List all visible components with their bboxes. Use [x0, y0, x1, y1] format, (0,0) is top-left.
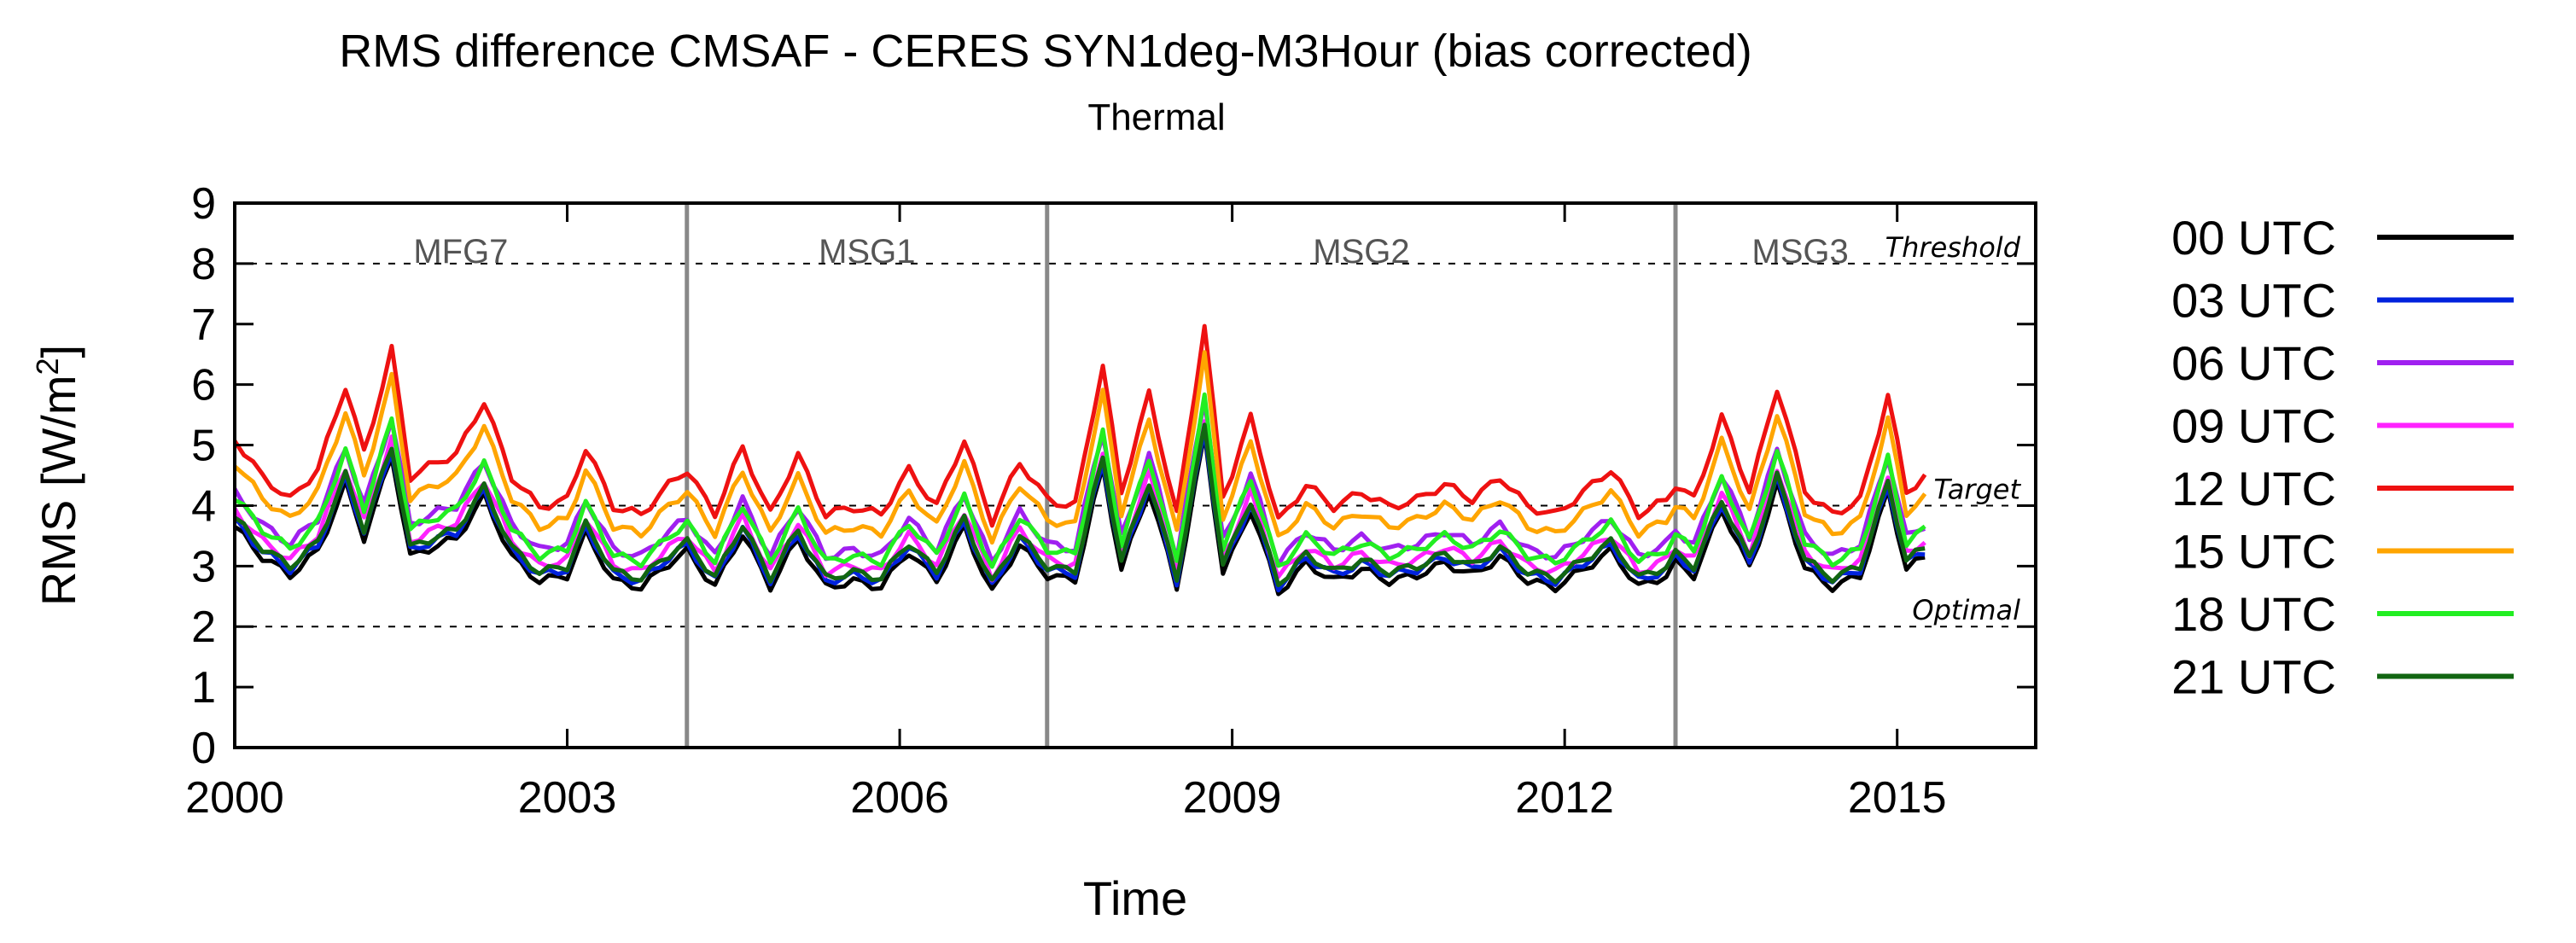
x-axis-label: Time	[1083, 871, 1187, 925]
y-tick-label: 1	[191, 663, 216, 713]
chart-subtitle: Thermal	[1087, 96, 1225, 138]
axis-ticks: 0 1 2 3 4 5 6 7 8 9 2000 2003 2006 2009 2012 2015	[185, 179, 2036, 823]
legend-label-09: 09 UTC	[2171, 399, 2336, 453]
ref-label-threshold: Threshold	[1885, 231, 2021, 264]
legend-label-03: 03 UTC	[2171, 274, 2336, 328]
legend-label-21: 21 UTC	[2171, 650, 2336, 704]
reference-lines: Threshold Target Optimal	[235, 231, 2036, 628]
y-axis-label-sup: 2	[30, 358, 65, 375]
legend-label-06: 06 UTC	[2171, 336, 2336, 390]
ref-label-optimal: Optimal	[1912, 594, 2020, 626]
series-line-21	[233, 422, 1926, 588]
legend-label-12: 12 UTC	[2171, 462, 2336, 515]
series-lines	[232, 323, 1927, 597]
period-label-msg1: MSG1	[819, 233, 915, 271]
series-line-15	[233, 350, 1927, 545]
ref-label-target: Target	[1934, 473, 2022, 505]
x-tick-label: 2012	[1515, 773, 1614, 823]
x-tick-label: 2003	[518, 773, 617, 823]
legend-label-00: 00 UTC	[2171, 211, 2336, 265]
period-label-msg3: MSG3	[1751, 233, 1848, 271]
series-line-18	[233, 392, 1926, 569]
y-axis-label: RMS [W/m2]	[30, 345, 85, 606]
x-tick-label: 2000	[185, 773, 284, 823]
x-tick-label: 2015	[1848, 773, 1947, 823]
y-tick-label: 8	[191, 240, 216, 289]
y-tick-label: 9	[191, 179, 216, 229]
series-line-12	[232, 323, 1927, 528]
period-label-mfg7: MFG7	[413, 233, 508, 271]
y-tick-label: 0	[191, 724, 216, 773]
legend-label-18: 18 UTC	[2171, 587, 2336, 641]
y-tick-label: 3	[191, 542, 216, 591]
plot-frame	[233, 201, 2037, 749]
chart-title: RMS difference CMSAF - CERES SYN1deg-M3H…	[339, 26, 1752, 77]
y-tick-label: 4	[191, 481, 216, 531]
x-tick-label: 2006	[850, 773, 949, 823]
y-axis-label-main: RMS [W/m	[32, 375, 85, 606]
x-tick-label: 2009	[1183, 773, 1282, 823]
y-tick-label: 5	[191, 422, 216, 471]
y-tick-label: 2	[191, 602, 216, 652]
y-tick-label: 6	[191, 361, 216, 410]
legend: 00 UTC 03 UTC 06 UTC 09 UTC 12 UTC 15 UTC 18 U…	[2171, 211, 2514, 704]
y-tick-label: 7	[191, 300, 216, 350]
period-label-msg2: MSG2	[1313, 233, 1409, 271]
y-axis-label-tail: ]	[32, 345, 85, 358]
legend-label-15: 15 UTC	[2171, 525, 2336, 579]
